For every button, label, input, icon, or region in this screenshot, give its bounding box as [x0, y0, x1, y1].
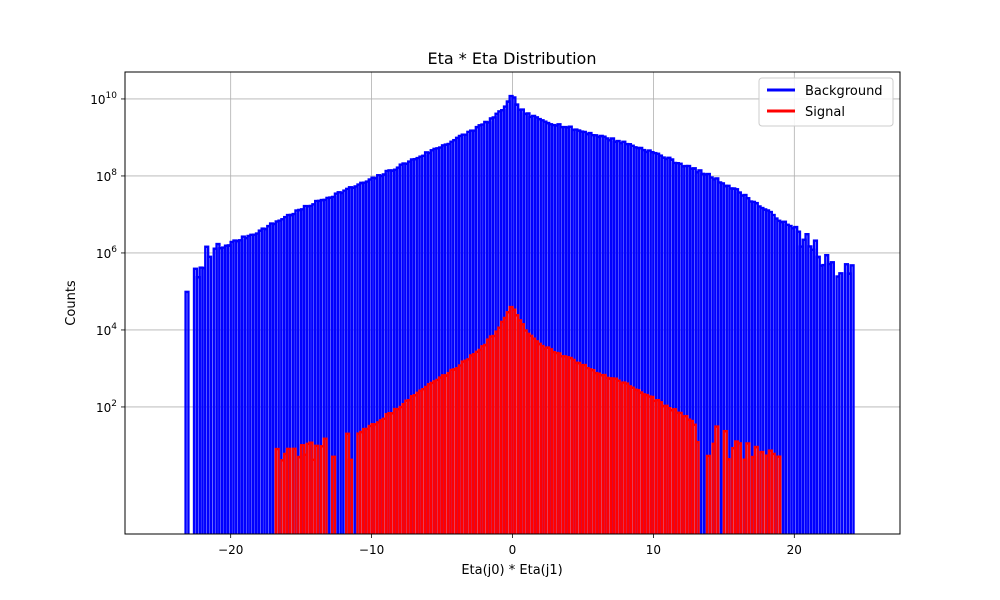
chart-title: Eta * Eta Distribution: [428, 49, 597, 68]
histogram-bin: [849, 264, 855, 534]
histogram-bin: [838, 272, 844, 534]
series-signal: [274, 305, 782, 534]
legend-label-background: Background: [805, 84, 883, 99]
x-axis-ticks: −20 −10 0 10 20: [218, 534, 802, 557]
x-tick-label: 10: [646, 543, 661, 557]
histogram-bin: [184, 290, 190, 534]
histogram-bin: [770, 452, 776, 534]
histogram-bin: [347, 458, 354, 534]
histogram-bin: [745, 442, 751, 534]
histogram-bin: [776, 455, 782, 534]
histogram-bin: [753, 445, 759, 534]
histogram-bin: [285, 447, 292, 534]
histogram-bin: [291, 447, 297, 534]
histogram-bin: [759, 450, 765, 534]
histogram-bin: [736, 442, 742, 534]
legend: Background Signal: [758, 77, 894, 127]
x-tick-label: 20: [787, 543, 802, 557]
histogram-bin: [206, 255, 213, 534]
x-axis-label: Eta(j0) * Eta(j1): [461, 563, 562, 578]
x-tick-label: −20: [218, 543, 243, 557]
x-tick-label: 0: [509, 543, 517, 557]
histogram-bars: [184, 94, 855, 534]
histogram-bin: [829, 261, 835, 534]
histogram-bin: [714, 425, 720, 534]
histogram-bin: [330, 455, 337, 534]
histogram-bin: [274, 447, 280, 534]
histogram-bin: [694, 440, 700, 534]
histogram-bin: [705, 454, 711, 534]
histogram-bin: [322, 437, 328, 534]
x-tick-label: −10: [359, 543, 384, 557]
histogram-bin: [314, 444, 320, 534]
legend-label-signal: Signal: [805, 105, 845, 120]
histogram-bin: [725, 458, 731, 534]
y-axis-label: Counts: [64, 280, 79, 326]
